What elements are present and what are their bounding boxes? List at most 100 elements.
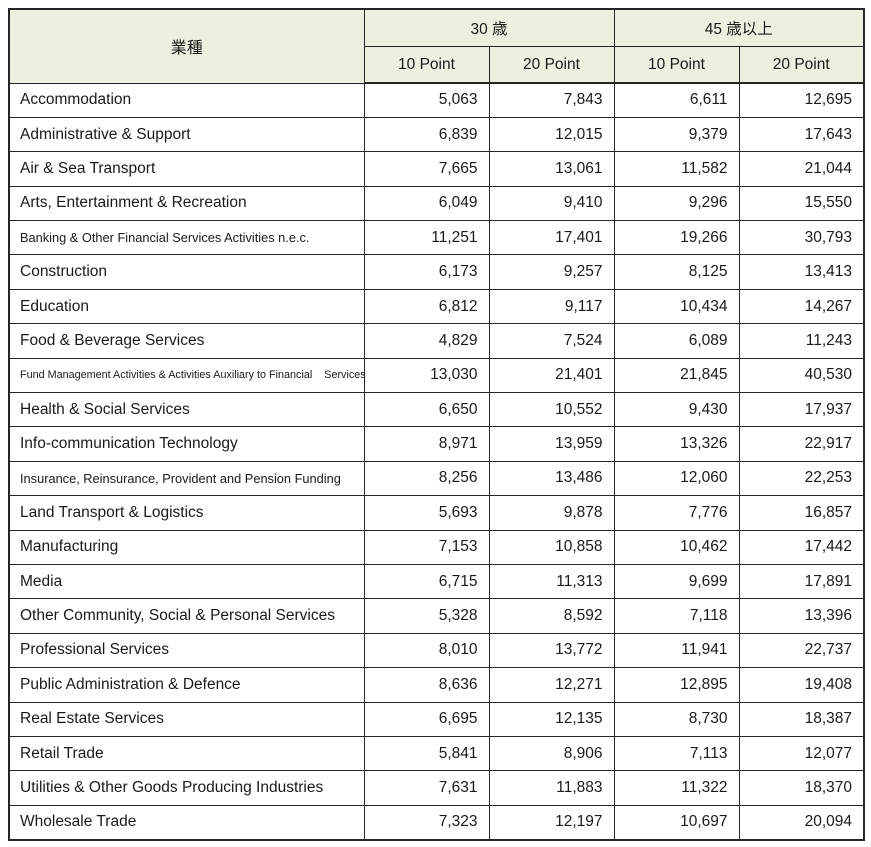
value-cell-30-10point: 11,251: [363, 220, 490, 256]
value-cell-45-20point: 17,937: [738, 392, 865, 428]
value-cell-30-20point: 12,197: [488, 804, 615, 841]
value-cell-30-10point: 8,010: [363, 632, 490, 669]
value-cell-30-10point: 7,153: [363, 529, 490, 565]
value-cell-45-20point: 11,243: [738, 323, 865, 359]
value-cell-45-10point: 8,730: [613, 701, 740, 737]
table-row: Arts, Entertainment & Recreation 6,049 9…: [8, 185, 865, 222]
industry-cell: Utilities & Other Goods Producing Indust…: [8, 770, 365, 806]
industry-cell: Health & Social Services: [8, 392, 365, 428]
value-cell-30-10point: 7,631: [363, 770, 490, 806]
industry-cell: Arts, Entertainment & Recreation: [8, 185, 365, 222]
value-cell-30-20point: 10,552: [488, 392, 615, 428]
value-cell-45-10point: 9,296: [613, 185, 740, 222]
value-cell-30-20point: 13,959: [488, 426, 615, 462]
value-cell-30-20point: 9,257: [488, 254, 615, 290]
value-cell-30-10point: 8,636: [363, 667, 490, 703]
value-cell-30-20point: 21,401: [488, 357, 615, 394]
value-cell-45-10point: 6,611: [613, 82, 740, 118]
industry-cell: Fund Management Activities & Activities …: [8, 357, 365, 394]
table-row: Accommodation 5,063 7,843 6,611 12,695: [8, 82, 865, 118]
value-cell-45-10point: 21,845: [613, 357, 740, 394]
value-cell-30-10point: 7,323: [363, 804, 490, 841]
age-45plus-group-header: 45 歳以上: [613, 8, 865, 47]
value-cell-45-20point: 30,793: [738, 220, 865, 256]
industry-cell: Land Transport & Logistics: [8, 495, 365, 531]
value-cell-45-10point: 11,582: [613, 151, 740, 187]
industry-cell: Education: [8, 288, 365, 325]
value-cell-30-20point: 13,061: [488, 151, 615, 187]
table-row: Food & Beverage Services 4,829 7,524 6,0…: [8, 323, 865, 359]
table-row: Insurance, Reinsurance, Provident and Pe…: [8, 460, 865, 497]
industry-cell: Public Administration & Defence: [8, 667, 365, 703]
col-header-30-10point: 10 Point: [363, 46, 490, 84]
table-row: Administrative & Support 6,839 12,015 9,…: [8, 116, 865, 153]
industry-cell: Professional Services: [8, 632, 365, 669]
value-cell-30-10point: 8,256: [363, 460, 490, 497]
value-cell-45-10point: 9,379: [613, 116, 740, 153]
value-cell-45-20point: 17,643: [738, 116, 865, 153]
value-cell-45-10point: 19,266: [613, 220, 740, 256]
value-cell-30-10point: 6,049: [363, 185, 490, 222]
value-cell-30-10point: 4,829: [363, 323, 490, 359]
value-cell-45-10point: 9,699: [613, 563, 740, 600]
value-cell-45-20point: 22,253: [738, 460, 865, 497]
value-cell-45-20point: 17,891: [738, 563, 865, 600]
value-cell-45-10point: 7,776: [613, 495, 740, 531]
value-cell-30-20point: 9,878: [488, 495, 615, 531]
value-cell-45-20point: 18,387: [738, 701, 865, 737]
value-cell-30-20point: 8,592: [488, 598, 615, 634]
value-cell-45-20point: 17,442: [738, 529, 865, 565]
value-cell-45-20point: 13,413: [738, 254, 865, 290]
value-cell-45-20point: 15,550: [738, 185, 865, 222]
value-cell-30-10point: 13,030: [363, 357, 490, 394]
value-cell-45-20point: 22,737: [738, 632, 865, 669]
value-cell-30-20point: 8,906: [488, 735, 615, 772]
table-row: Utilities & Other Goods Producing Indust…: [8, 770, 865, 806]
value-cell-30-20point: 12,015: [488, 116, 615, 153]
value-cell-45-20point: 40,530: [738, 357, 865, 394]
table-row: Media 6,715 11,313 9,699 17,891: [8, 563, 865, 600]
industry-cell: Retail Trade: [8, 735, 365, 772]
industry-cell: Manufacturing: [8, 529, 365, 565]
value-cell-45-20point: 13,396: [738, 598, 865, 634]
value-cell-30-20point: 13,772: [488, 632, 615, 669]
value-cell-45-10point: 10,462: [613, 529, 740, 565]
value-cell-45-20point: 16,857: [738, 495, 865, 531]
value-cell-30-10point: 6,695: [363, 701, 490, 737]
industry-cell: Real Estate Services: [8, 701, 365, 737]
industry-cell: Food & Beverage Services: [8, 323, 365, 359]
value-cell-45-10point: 12,895: [613, 667, 740, 703]
value-cell-45-20point: 22,917: [738, 426, 865, 462]
value-cell-30-20point: 13,486: [488, 460, 615, 497]
value-cell-30-20point: 12,135: [488, 701, 615, 737]
table-body: Accommodation 5,063 7,843 6,611 12,695 A…: [8, 82, 865, 841]
table-row: Retail Trade 5,841 8,906 7,113 12,077: [8, 735, 865, 772]
value-cell-45-20point: 12,695: [738, 82, 865, 118]
table-row: Fund Management Activities & Activities …: [8, 357, 865, 394]
col-header-45-20point: 20 Point: [738, 46, 865, 84]
value-cell-30-20point: 7,524: [488, 323, 615, 359]
table-row: Land Transport & Logistics 5,693 9,878 7…: [8, 495, 865, 531]
value-cell-30-10point: 5,063: [363, 82, 490, 118]
table-row: Wholesale Trade 7,323 12,197 10,697 20,0…: [8, 804, 865, 841]
industry-cell: Info-communication Technology: [8, 426, 365, 462]
value-cell-45-10point: 8,125: [613, 254, 740, 290]
value-cell-30-20point: 7,843: [488, 82, 615, 118]
industry-column-header: 業種: [8, 8, 365, 84]
value-cell-45-10point: 10,697: [613, 804, 740, 841]
value-cell-30-20point: 9,117: [488, 288, 615, 325]
value-cell-30-10point: 8,971: [363, 426, 490, 462]
col-header-45-10point: 10 Point: [613, 46, 740, 84]
industry-cell: Other Community, Social & Personal Servi…: [8, 598, 365, 634]
table-row: Manufacturing 7,153 10,858 10,462 17,442: [8, 529, 865, 565]
industry-cell: Wholesale Trade: [8, 804, 365, 841]
industry-points-table: 業種 30 歳 45 歳以上 10 Point 20 Point 10 Poin…: [8, 8, 865, 841]
table-row: Construction 6,173 9,257 8,125 13,413: [8, 254, 865, 290]
industry-cell: Construction: [8, 254, 365, 290]
value-cell-45-10point: 10,434: [613, 288, 740, 325]
value-cell-30-10point: 6,839: [363, 116, 490, 153]
table-header: 業種 30 歳 45 歳以上 10 Point 20 Point 10 Poin…: [8, 8, 865, 84]
age-30-group-header: 30 歳: [363, 8, 615, 47]
value-cell-45-20point: 14,267: [738, 288, 865, 325]
